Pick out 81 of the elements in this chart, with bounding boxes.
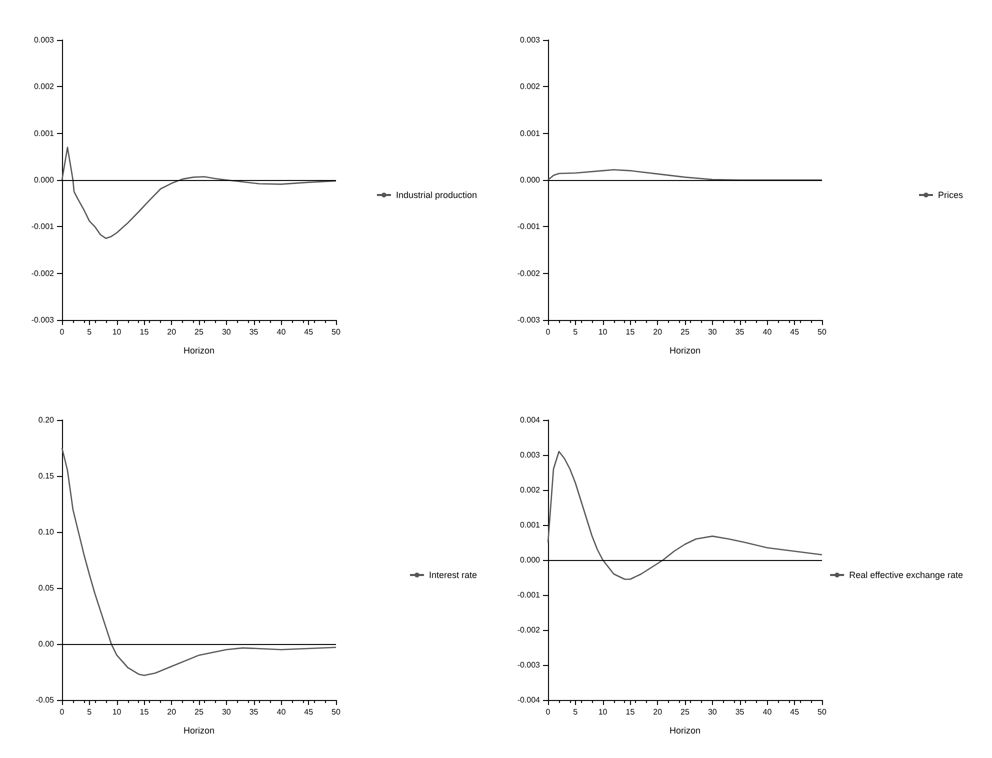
x-tick-label: 0 bbox=[546, 708, 551, 716]
x-tick-label: 25 bbox=[194, 708, 204, 716]
x-tick-label: 40 bbox=[276, 708, 286, 716]
x-tick-label: 20 bbox=[653, 328, 663, 336]
x-tick-label: 5 bbox=[573, 328, 578, 336]
x-tick-label: 50 bbox=[332, 708, 341, 716]
x-tick-label: 30 bbox=[222, 708, 232, 716]
x-tick-label: 35 bbox=[249, 708, 259, 716]
x-tick-label: 30 bbox=[708, 708, 718, 716]
y-tick-label: -0.002 bbox=[517, 268, 541, 278]
y-tick-label: -0.001 bbox=[31, 222, 55, 232]
x-tick-label: 40 bbox=[762, 328, 772, 336]
x-axis-title: Horizon bbox=[669, 726, 701, 736]
x-tick-label: 15 bbox=[626, 708, 636, 716]
x-axis-title: Horizon bbox=[183, 346, 215, 356]
x-tick-label: 30 bbox=[222, 328, 232, 336]
y-tick-label: 0.004 bbox=[520, 416, 541, 424]
x-tick-label: 45 bbox=[790, 708, 800, 716]
x-tick-label: 40 bbox=[762, 708, 772, 716]
x-tick-label: 50 bbox=[332, 328, 341, 336]
x-tick-label: 35 bbox=[249, 328, 259, 336]
x-tick-label: 10 bbox=[598, 328, 608, 336]
y-tick-label: -0.003 bbox=[517, 316, 541, 324]
x-tick-label: 10 bbox=[112, 328, 122, 336]
x-tick-label: 20 bbox=[653, 708, 663, 716]
x-tick-label: 25 bbox=[680, 328, 690, 336]
x-tick-label: 30 bbox=[708, 328, 718, 336]
x-tick-label: 50 bbox=[818, 708, 827, 716]
x-tick-label: 25 bbox=[680, 708, 690, 716]
x-tick-label: 35 bbox=[735, 708, 745, 716]
y-tick-label: -0.002 bbox=[517, 626, 541, 634]
y-tick-label: 0.15 bbox=[38, 472, 55, 480]
y-tick-label: 0.000 bbox=[34, 176, 55, 184]
x-tick-label: 15 bbox=[140, 708, 150, 716]
y-tick-label: 0.20 bbox=[38, 416, 55, 424]
y-tick-label: -0.002 bbox=[31, 268, 55, 278]
y-tick-label: 0.001 bbox=[520, 520, 541, 530]
y-tick-label: -0.003 bbox=[31, 316, 55, 324]
x-tick-label: 0 bbox=[60, 328, 65, 336]
y-tick-label: 0.003 bbox=[520, 36, 541, 44]
legend-label: Real effective exchange rate bbox=[849, 570, 963, 580]
y-tick-label: -0.05 bbox=[36, 696, 55, 704]
x-tick-label: 40 bbox=[276, 328, 286, 336]
x-tick-label: 25 bbox=[194, 328, 204, 336]
x-tick-label: 45 bbox=[304, 328, 314, 336]
legend-label: Industrial production bbox=[396, 190, 478, 200]
x-tick-label: 0 bbox=[546, 328, 551, 336]
y-tick-label: 0.001 bbox=[34, 128, 55, 138]
y-tick-label: 0.00 bbox=[38, 640, 55, 648]
y-tick-label: 0.002 bbox=[34, 82, 55, 92]
x-tick-label: 45 bbox=[304, 708, 314, 716]
x-axis-title: Horizon bbox=[669, 346, 701, 356]
y-tick-label: 0.05 bbox=[38, 584, 55, 592]
y-tick-label: 0.003 bbox=[520, 450, 541, 460]
legend-label: Prices bbox=[938, 190, 964, 200]
y-tick-label: -0.003 bbox=[517, 660, 541, 670]
y-tick-label: 0.002 bbox=[520, 82, 541, 92]
x-tick-label: 15 bbox=[140, 328, 150, 336]
x-tick-label: 10 bbox=[598, 708, 608, 716]
y-tick-label: 0.000 bbox=[520, 176, 541, 184]
x-tick-label: 5 bbox=[87, 708, 92, 716]
y-tick-label: 0.003 bbox=[34, 36, 55, 44]
y-tick-label: 0.002 bbox=[520, 486, 541, 494]
x-tick-label: 10 bbox=[112, 708, 122, 716]
x-tick-label: 5 bbox=[87, 328, 92, 336]
x-tick-label: 35 bbox=[735, 328, 745, 336]
y-tick-label: 0.000 bbox=[520, 556, 541, 564]
y-tick-label: -0.001 bbox=[517, 222, 541, 232]
x-tick-label: 50 bbox=[818, 328, 827, 336]
legend-label: Interest rate bbox=[428, 570, 478, 580]
x-axis-title: Horizon bbox=[183, 726, 215, 736]
x-tick-label: 20 bbox=[167, 708, 177, 716]
y-tick-label: 0.10 bbox=[38, 528, 55, 536]
x-tick-label: 0 bbox=[60, 708, 65, 716]
x-tick-label: 45 bbox=[790, 328, 800, 336]
x-tick-label: 15 bbox=[626, 328, 636, 336]
y-tick-label: 0.001 bbox=[520, 128, 541, 138]
x-tick-label: 20 bbox=[167, 328, 177, 336]
x-tick-label: 5 bbox=[573, 708, 578, 716]
y-tick-label: -0.001 bbox=[517, 590, 541, 600]
y-tick-label: -0.004 bbox=[517, 696, 541, 704]
